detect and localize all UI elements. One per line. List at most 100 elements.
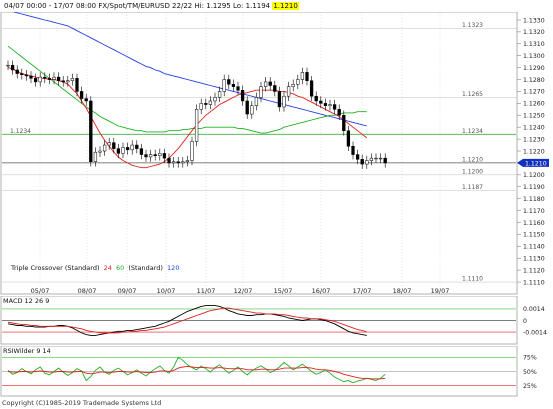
price-axis-label: 1.1330	[523, 17, 545, 24]
candle-body	[38, 76, 42, 83]
date-label: 15/07	[274, 287, 293, 295]
macd-signal-line	[7, 307, 367, 334]
candle-body	[148, 154, 153, 158]
macd-panel[interactable]: MACD 12 26 9 0.0014 0 -0.0014	[0, 295, 553, 346]
candle-body	[98, 150, 102, 153]
price-axis-label: 1.1130	[523, 256, 545, 263]
rsi-axis-label: 50%	[523, 369, 537, 376]
candle-body	[33, 78, 38, 83]
rsi-panel[interactable]: RSIWilder 9 14 75% 50% 25%	[0, 345, 553, 398]
price-axis-label: 1.1160	[523, 220, 545, 227]
candle-body	[130, 144, 134, 151]
date-label: 11/07	[197, 287, 216, 295]
indicator-legend-p1: 24	[104, 264, 112, 272]
candle-body	[125, 147, 130, 151]
price-chart-panel[interactable]: 1.1323 1.1265 1.1234 1.1234 1.1210 1.1200 1.11…	[0, 9, 553, 296]
price-level-label: 1.1110	[462, 276, 483, 283]
candle-body	[194, 109, 199, 142]
date-label: 16/07	[312, 287, 331, 295]
ma-blue-line	[7, 9, 367, 127]
candle-body	[217, 91, 222, 98]
current-price-marker	[517, 158, 549, 167]
candle-body	[286, 86, 291, 97]
candle-body	[374, 157, 378, 160]
candle-body	[116, 148, 121, 154]
price-axis-label: 1.1120	[523, 267, 545, 274]
candle-body	[199, 103, 203, 110]
price-axis-label: 1.1170	[523, 208, 545, 215]
candle-body	[259, 86, 263, 98]
candle-body	[20, 73, 24, 76]
candle-body	[342, 115, 346, 131]
candle-body	[314, 95, 318, 102]
candle-body	[15, 69, 19, 74]
candle-body	[89, 100, 93, 162]
date-label: 08/07	[78, 287, 97, 295]
price-chart-svg[interactable]: 1.1323 1.1265 1.1234 1.1234 1.1210 1.1200 1.11…	[0, 9, 553, 296]
current-price-label: 1.1210	[525, 160, 547, 167]
candle-body	[222, 79, 226, 92]
price-axis-label: 1.1180	[523, 196, 545, 203]
rsi-smooth-line	[7, 365, 386, 380]
chart-header: 04/07 00:00 - 17/07 08:00 FX/Spot/TM/EUR…	[0, 0, 553, 12]
price-axis-label: 1.1190	[523, 184, 545, 191]
candle-body	[319, 100, 323, 104]
candle-body	[332, 104, 337, 110]
candle-body	[360, 159, 364, 165]
candle-body	[66, 80, 70, 83]
candle-body	[236, 86, 240, 91]
price-axis-label: 1.1300	[523, 53, 545, 60]
rsi-axis-label: 25%	[523, 383, 537, 390]
candle-body	[93, 151, 98, 162]
price-axis-label: 1.1260	[523, 101, 545, 108]
candle-body	[291, 84, 295, 87]
candle-body	[102, 144, 107, 152]
candle-body	[43, 76, 47, 79]
candle-body	[250, 105, 254, 115]
price-level-label: 1.1323	[462, 22, 483, 29]
candle-body	[208, 100, 213, 105]
candle-body	[346, 130, 351, 147]
date-label: 18/07	[393, 287, 412, 295]
candle-body	[121, 147, 125, 154]
candle-body	[378, 157, 383, 160]
indicator-legend-p3: (Standard)	[128, 264, 163, 272]
candle-body	[227, 79, 231, 85]
candle-body	[84, 98, 88, 102]
chart-header-text: 04/07 00:00 - 17/07 08:00 FX/Spot/TM/EUR…	[4, 2, 271, 10]
candle-body	[176, 161, 180, 164]
indicator-legend-p4: 120	[167, 264, 179, 272]
candle-body	[70, 78, 75, 81]
price-level-label: 1.1265	[462, 91, 483, 98]
rsi-axis-label: 75%	[523, 355, 537, 362]
macd-axis-label: 0	[523, 318, 527, 325]
candle-body	[323, 103, 328, 106]
candle-body	[61, 80, 65, 83]
price-axis-label: 1.1250	[523, 113, 545, 120]
macd-axis-label: -0.0014	[523, 329, 547, 336]
candle-body	[204, 103, 208, 105]
candle-body	[365, 160, 369, 165]
candle-body	[185, 160, 190, 162]
candle-body	[139, 148, 144, 155]
ma-green-line	[7, 45, 367, 134]
price-level-label: 1.1234	[462, 128, 483, 135]
price-axis-label: 1.1290	[523, 65, 545, 72]
candle-body	[135, 144, 139, 149]
price-axis-label: 1.1200	[523, 172, 545, 179]
candle-body	[273, 85, 277, 92]
candle-body	[282, 95, 286, 108]
candle-body	[337, 109, 341, 116]
candle-body	[240, 89, 245, 102]
rsi-svg[interactable]: RSIWilder 9 14 75% 50% 25%	[0, 345, 553, 398]
candle-body	[309, 80, 314, 97]
rsi-label: RSIWilder 9 14	[3, 347, 51, 355]
candle-body	[10, 64, 15, 71]
macd-svg[interactable]: MACD 12 26 9 0.0014 0 -0.0014	[0, 295, 553, 346]
candle-body	[296, 79, 300, 85]
price-level-label: 1.1234	[10, 128, 31, 135]
candle-body	[300, 72, 305, 80]
price-axis-label: 1.1310	[523, 41, 545, 48]
candle-body	[245, 100, 249, 115]
candle-body	[162, 153, 167, 159]
